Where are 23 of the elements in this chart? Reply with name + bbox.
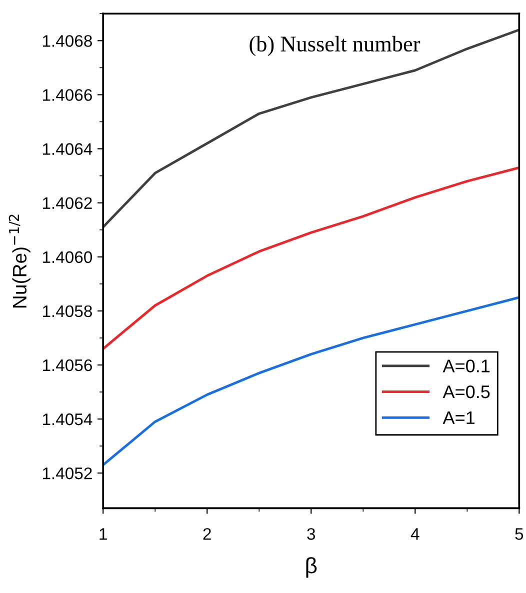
- y-tick-label: 1.4052: [42, 467, 92, 480]
- y-tick-label: 1.4068: [42, 35, 92, 47]
- y-tick-label: 1.4060: [42, 251, 92, 264]
- line-series: [103, 166, 520, 350]
- line-series: [103, 296, 520, 466]
- y-tick-label: 1.4066: [42, 89, 92, 101]
- legend-label: A=0.1: [442, 360, 490, 372]
- text: (b) Nusselt number: [250, 36, 420, 56]
- x-tick-label: 1: [100, 528, 107, 540]
- x-tick-label: 4: [410, 528, 420, 540]
- x-tick-label: 2: [203, 528, 211, 540]
- legend-label: A=1: [442, 411, 474, 424]
- y-tick-label: 1.4056: [42, 359, 92, 372]
- line-series: [103, 28, 520, 228]
- y-axis-title: Nu(Re)$^{−1/2}$: [8, 214, 30, 308]
- y-tick-label: 1.4054: [42, 413, 92, 426]
- y-tick-label: 1.4064: [42, 143, 92, 155]
- x-tick-label: 3: [307, 528, 316, 540]
- y-tick-label: 1.4058: [42, 305, 92, 318]
- x-tick-label: 5: [515, 528, 524, 540]
- x-axis-title: β: [306, 557, 317, 578]
- y-tick-label: 1.4062: [42, 197, 92, 210]
- legend-label: A=0.5: [442, 385, 490, 398]
